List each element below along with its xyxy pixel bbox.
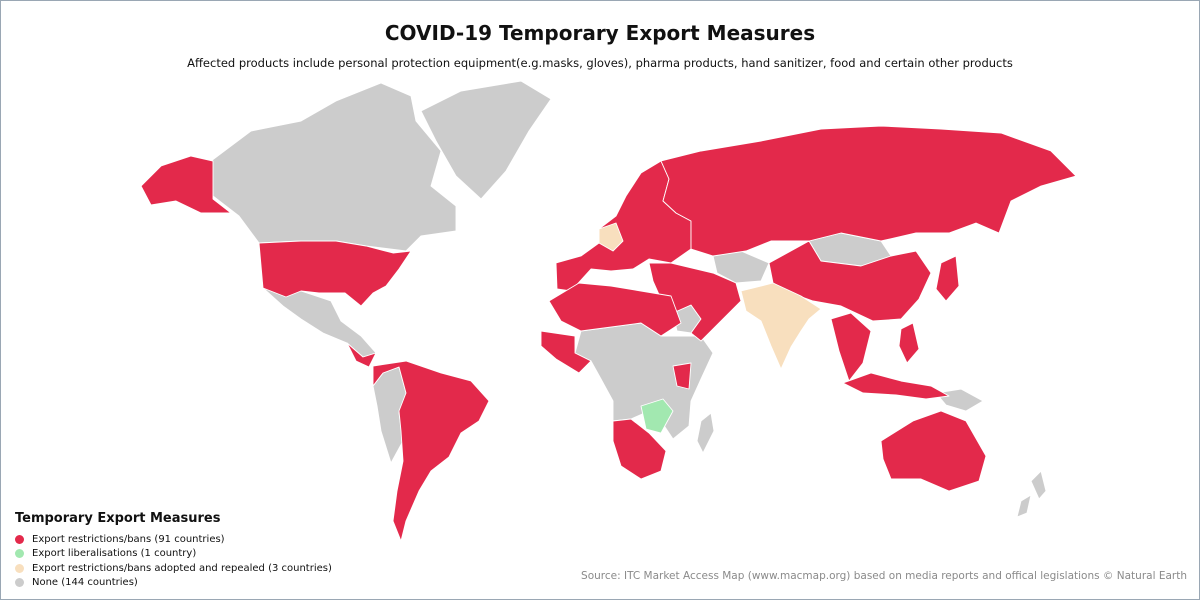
region-philippines [898, 322, 920, 364]
region-japan [935, 255, 960, 302]
legend-dot-restrictions [15, 534, 24, 544]
map-title: COVID-19 Temporary Export Measures [384, 21, 816, 45]
region-group-restrictions [140, 125, 1077, 542]
region-australia [880, 410, 987, 492]
legend-dot-none [15, 578, 24, 588]
legend-label-restrictions: Export restrictions/bans (91 countries) [32, 533, 225, 545]
region-central-america [346, 342, 377, 368]
legend-item-liberalisations[interactable]: Export liberalisations (1 country) [15, 547, 375, 562]
legend-label-adopted-repealed: Export restrictions/bans adopted and rep… [32, 562, 332, 574]
region-south-america [372, 360, 490, 542]
region-germany [598, 222, 624, 252]
legend-dot-liberalisations [15, 549, 24, 559]
region-zambia [640, 398, 674, 434]
legend-label-none: None (144 countries) [32, 577, 138, 589]
region-indonesia [842, 372, 950, 400]
region-south-asia [740, 282, 822, 370]
region-greenland [420, 80, 552, 200]
region-new-guinea [935, 388, 984, 412]
source-credit: Source: ITC Market Access Map (www.macma… [581, 570, 1187, 582]
region-west-africa [540, 330, 592, 374]
legend-label-liberalisations: Export liberalisations (1 country) [32, 548, 197, 560]
legend-dot-adopted-repealed [15, 563, 24, 573]
legend-item-restrictions[interactable]: Export restrictions/bans (91 countries) [15, 532, 375, 547]
region-southern-africa [612, 418, 667, 480]
region-russia [660, 125, 1077, 257]
region-north-africa [548, 282, 682, 337]
region-alaska [140, 155, 232, 214]
legend-item-none[interactable]: None (144 countries) [15, 576, 375, 591]
legend: Temporary Export Measures Export restric… [15, 511, 375, 590]
region-southeast-asia [830, 312, 872, 382]
map-subtitle: Affected products include personal prote… [187, 56, 1013, 70]
region-canada [210, 82, 457, 252]
legend-item-adopted-repealed[interactable]: Export restrictions/bans adopted and rep… [15, 561, 375, 576]
region-madagascar [696, 412, 715, 454]
region-east-africa [672, 362, 692, 390]
legend-title: Temporary Export Measures [15, 511, 221, 526]
region-new-zealand [1016, 470, 1047, 518]
region-group-liberalisations [640, 398, 674, 434]
region-group-adopted-repealed [598, 222, 822, 370]
region-usa [258, 240, 412, 307]
